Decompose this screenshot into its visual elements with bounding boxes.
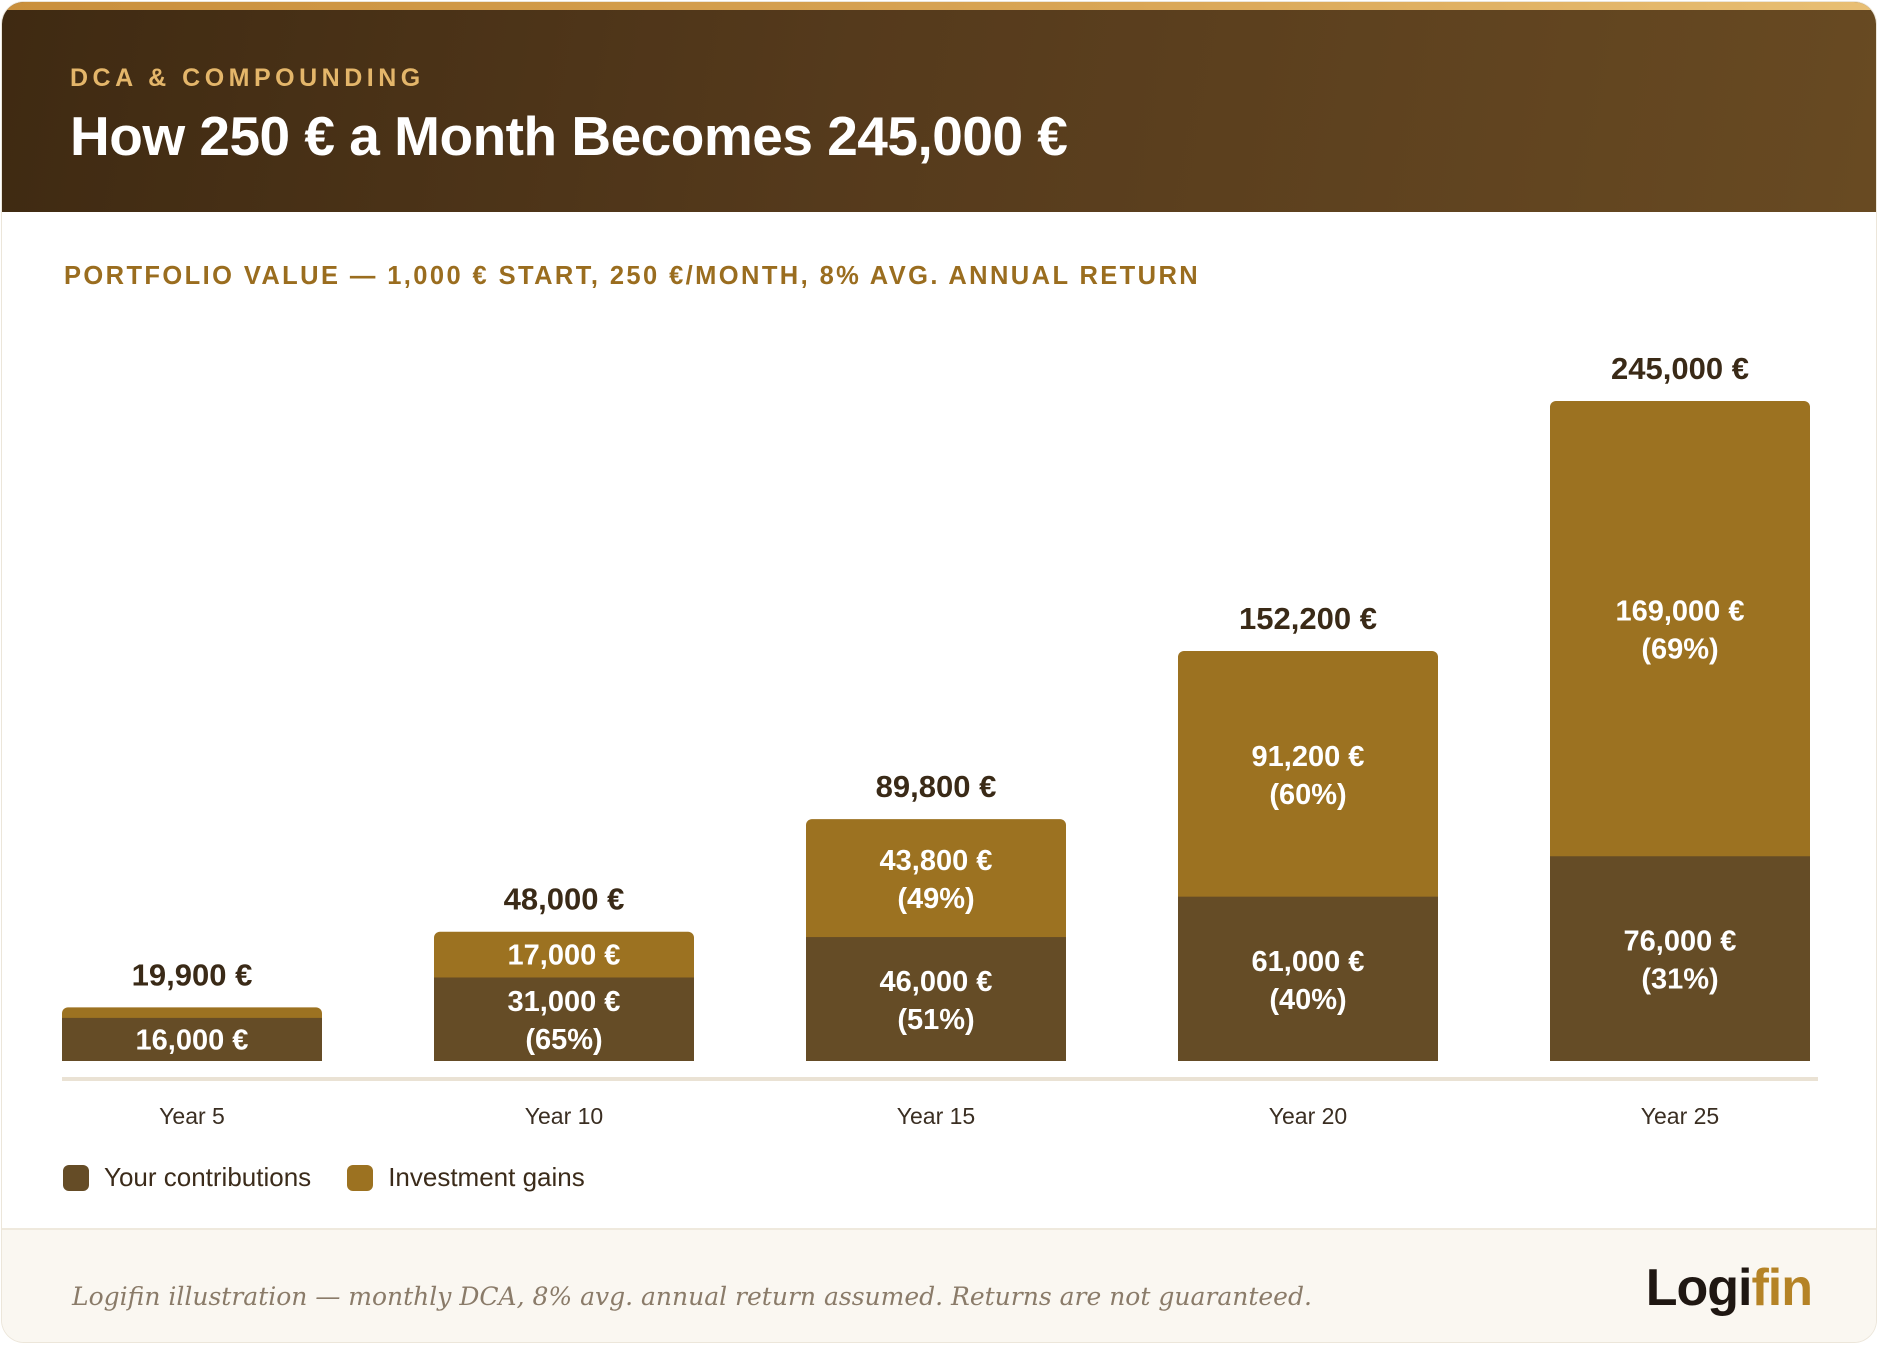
eyebrow-label: DCA & COMPOUNDING (70, 64, 425, 92)
header-accent-strip (2, 2, 1876, 10)
logo-main: Logi (1645, 1259, 1753, 1317)
bar-contributions-segment (1550, 856, 1810, 1061)
footer: Logifin illustration — monthly DCA, 8% a… (2, 1228, 1876, 1342)
bar-total-label: 19,900 € (132, 957, 253, 992)
legend-label-gains: Investment gains (388, 1162, 585, 1192)
contributions-value-label: 76,000 € (1624, 926, 1737, 958)
bar-contributions-segment (1178, 896, 1438, 1061)
contributions-percent-label: (51%) (897, 1004, 974, 1036)
x-tick-label: Year 15 (897, 1103, 975, 1129)
contributions-value-label: 16,000 € (136, 1024, 249, 1056)
legend-item-gains: Investment gains (347, 1162, 585, 1193)
bar-total-label: 245,000 € (1611, 351, 1749, 386)
legend-swatch-contributions (63, 1164, 89, 1191)
chart-title: PORTFOLIO VALUE — 1,000 € START, 250 €/M… (64, 262, 1201, 290)
gains-value-label: 17,000 € (508, 940, 621, 972)
contributions-value-label: 61,000 € (1252, 946, 1365, 978)
x-tick-label: Year 25 (1641, 1103, 1719, 1129)
contributions-percent-label: (31%) (1641, 964, 1718, 996)
legend-item-contributions: Your contributions (63, 1162, 311, 1193)
legend-label-contributions: Your contributions (104, 1162, 312, 1192)
stacked-bar-chart: 19,900 € 16,000 € Year 5 48,000 € 31,000 € (6… (62, 351, 1818, 1129)
gains-value-label: 43,800 € (880, 845, 993, 877)
x-tick-label: Year 20 (1269, 1103, 1347, 1129)
x-tick-label: Year 10 (525, 1103, 603, 1129)
contributions-value-label: 46,000 € (880, 966, 993, 998)
bar-contributions-segment (434, 977, 694, 1061)
footnote: Logifin illustration — monthly DCA, 8% a… (72, 1282, 1312, 1311)
bar-contributions-segment (806, 937, 1066, 1061)
logo: Logifin (1645, 1258, 1813, 1318)
page-title: How 250 € a Month Becomes 245,000 € (70, 105, 1068, 167)
gains-percent-label: (69%) (1641, 634, 1718, 666)
gains-value-label: 91,200 € (1252, 741, 1365, 773)
x-tick-label: Year 5 (159, 1103, 225, 1129)
bar-total-label: 89,800 € (876, 769, 997, 804)
logo-accent: fin (1751, 1259, 1813, 1317)
bar-total-label: 152,200 € (1239, 601, 1377, 636)
gains-percent-label: (49%) (897, 883, 974, 915)
contributions-percent-label: (40%) (1269, 984, 1346, 1016)
contributions-value-label: 31,000 € (508, 986, 621, 1018)
chart-legend: Your contributions Investment gains (63, 1162, 621, 1193)
bar-total-label: 48,000 € (504, 882, 625, 917)
contributions-percent-label: (65%) (525, 1024, 602, 1056)
header-banner: DCA & COMPOUNDING How 250 € a Month Beco… (2, 2, 1876, 212)
legend-swatch-gains (347, 1164, 374, 1191)
gains-value-label: 169,000 € (1615, 596, 1744, 628)
bar-contributions-segment (62, 1017, 322, 1061)
gains-percent-label: (60%) (1269, 779, 1346, 811)
